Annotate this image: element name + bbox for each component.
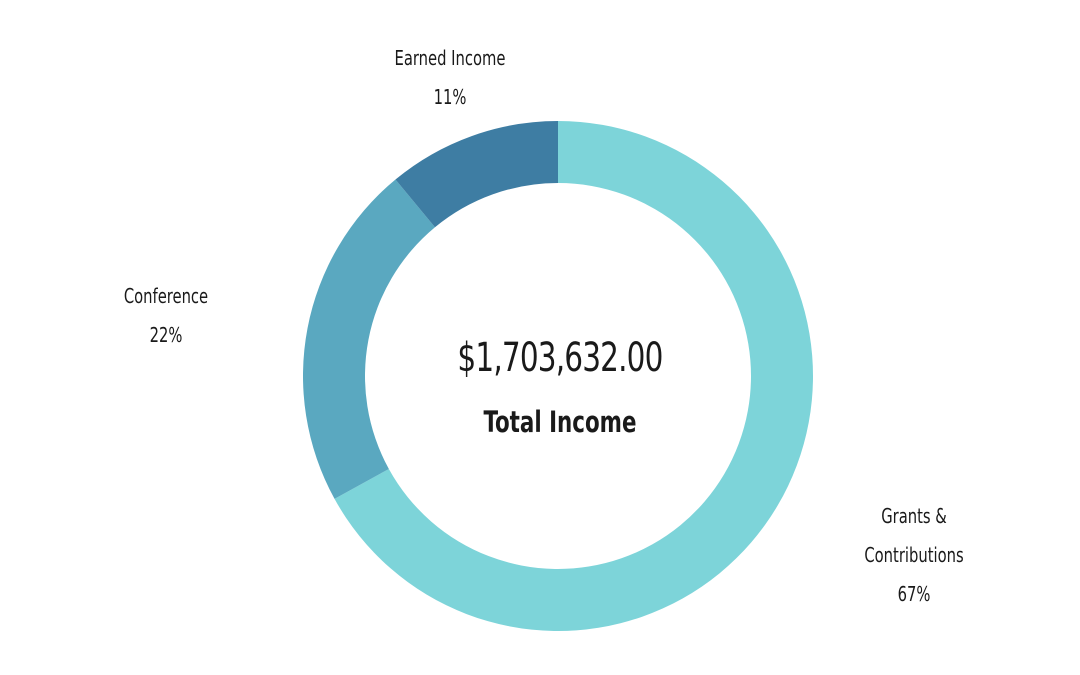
- total-income-amount: $1,703,632.00: [457, 335, 663, 381]
- slice-label-grants: Grants & Contributions 67%: [848, 497, 979, 614]
- donut-slice-1: [303, 179, 435, 499]
- slice-label-name-line: Grants &: [881, 504, 947, 528]
- slice-label-name-line: Contributions: [864, 543, 964, 567]
- slice-label-percent: 67%: [897, 582, 931, 606]
- total-income-label: Total Income: [483, 405, 637, 439]
- slice-label-name-line: Conference: [123, 284, 209, 308]
- donut-slice-2: [395, 121, 558, 228]
- slice-label-name-line: Earned Income: [394, 46, 506, 70]
- slice-label-percent: 11%: [433, 85, 467, 109]
- slice-label-conference: Conference 22%: [100, 277, 231, 355]
- slice-label-percent: 22%: [149, 323, 183, 347]
- slice-label-earned-income: Earned Income 11%: [384, 39, 515, 117]
